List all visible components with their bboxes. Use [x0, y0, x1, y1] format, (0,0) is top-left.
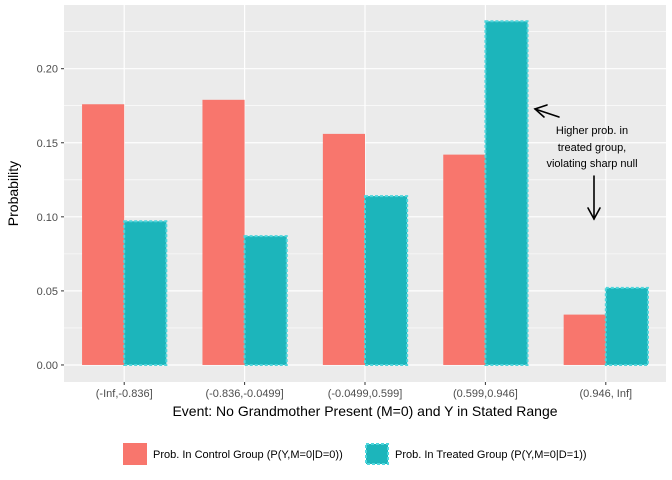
x-tick-label: (-Inf,-0.836] — [96, 388, 153, 400]
arrow-left-icon — [533, 104, 560, 118]
annotation-line-3: violating sharp null — [546, 158, 637, 170]
y-axis-title: Probability — [5, 161, 21, 226]
y-axis: 0.00 0.05 0.10 0.15 0.20 — [37, 64, 64, 372]
annotation: Higher prob. in treated group, violating… — [533, 104, 638, 221]
arrow-down-icon — [587, 175, 601, 221]
y-tick-label: 0.20 — [37, 64, 58, 76]
annotation-line-1: Higher prob. in — [556, 125, 628, 137]
y-tick-label: 0.10 — [37, 212, 58, 224]
x-tick-label: (0.946, Inf] — [580, 388, 633, 400]
bar-treated — [243, 235, 288, 366]
bar-control — [202, 99, 245, 365]
bar-treated — [364, 195, 409, 366]
y-tick-label: 0.15 — [37, 138, 58, 150]
bar-treated — [604, 286, 649, 366]
y-tick-label: 0.05 — [37, 286, 58, 298]
legend-label-control: Prob. In Control Group (P(Y,M=0|D=0)) — [153, 449, 343, 461]
legend: Prob. In Control Group (P(Y,M=0|D=0)) Pr… — [123, 443, 587, 465]
x-tick-label: (-0.836,-0.0499] — [205, 388, 283, 400]
legend-key-treated — [365, 443, 389, 465]
bar-treated — [484, 20, 529, 366]
bar-control — [563, 314, 606, 365]
bar-control — [82, 104, 125, 365]
x-axis-title: Event: No Grandmother Present (M=0) and … — [172, 403, 557, 419]
x-tick-label: (-0.0499,0.599] — [328, 388, 403, 400]
bars — [82, 20, 649, 366]
annotation-line-2: treated group, — [558, 142, 627, 154]
legend-key-control — [123, 443, 147, 465]
y-tick-label: 0.00 — [37, 360, 58, 372]
bar-control — [322, 133, 365, 365]
bar-treated — [123, 220, 168, 366]
x-tick-label: (0.599,0.946] — [453, 388, 518, 400]
bar-control — [443, 154, 486, 365]
x-axis: (-Inf,-0.836] (-0.836,-0.0499] (-0.0499,0.… — [96, 382, 632, 400]
legend-label-treated: Prob. In Treated Group (P(Y,M=0|D=1)) — [395, 449, 587, 461]
